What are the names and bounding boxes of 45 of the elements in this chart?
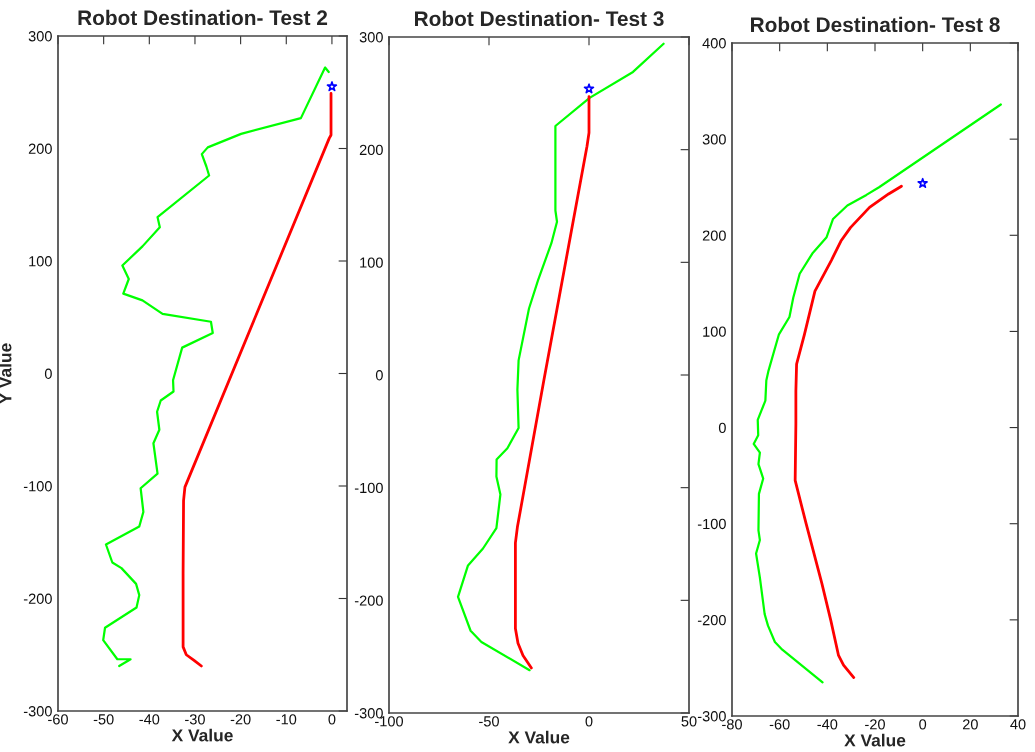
y-tick-label: -100 [23, 481, 52, 492]
x-tick-label: 50 [681, 716, 697, 727]
x-axis-title: X Value [171, 728, 233, 742]
x-tick-label: 0 [328, 714, 336, 725]
y-tick-label: 200 [702, 230, 726, 241]
chart-title: Robot Destination- Test 2 [78, 9, 328, 26]
y-tick-label: 400 [702, 38, 726, 49]
y-tick-label: 200 [359, 144, 383, 156]
y-tick-label: -200 [23, 593, 52, 604]
x-tick-label: -20 [865, 719, 885, 730]
x-tick-label: -10 [276, 714, 297, 725]
x-tick-label: 0 [919, 719, 927, 730]
x-tick-label: -60 [769, 719, 790, 730]
x-tick-label: -40 [817, 719, 838, 730]
line-series [102, 66, 330, 668]
line-series [793, 184, 903, 679]
line-series [752, 103, 1002, 684]
y-tick-label: 0 [718, 422, 726, 433]
y-tick-label: 200 [28, 143, 52, 154]
y-tick-label: 300 [359, 32, 383, 43]
y-tick-label: -200 [697, 614, 726, 626]
x-tick-label: 20 [962, 719, 978, 730]
x-tick-label: -20 [230, 714, 251, 725]
chart-title: Robot Destination- Test 8 [751, 16, 1000, 33]
y-tick-label: 100 [29, 256, 52, 267]
y-tick-label: 100 [360, 257, 383, 268]
y-tick-label: -100 [354, 482, 383, 494]
line-series [514, 95, 591, 670]
y-tick-label: 300 [702, 134, 726, 145]
y-tick-label: 300 [28, 31, 52, 42]
x-tick-label: -40 [139, 714, 160, 725]
y-tick-label: 100 [703, 326, 726, 337]
x-tick-label: 40 [1010, 719, 1026, 730]
x-axis-title: X Value [844, 733, 906, 747]
x-tick-label: -50 [479, 716, 499, 727]
x-tick-label: -50 [93, 714, 114, 725]
chart-title: Robot Destination- Test 3 [415, 10, 664, 27]
y-tick-label: -100 [697, 518, 726, 530]
y-tick-label: 0 [375, 370, 383, 381]
y-tick-label: -200 [354, 595, 383, 606]
x-tick-label: -30 [185, 714, 205, 725]
line-series [456, 42, 665, 672]
x-tick-label: 0 [585, 716, 593, 727]
y-tick-label: 0 [44, 368, 52, 379]
x-axis-title: X Value [508, 730, 570, 744]
